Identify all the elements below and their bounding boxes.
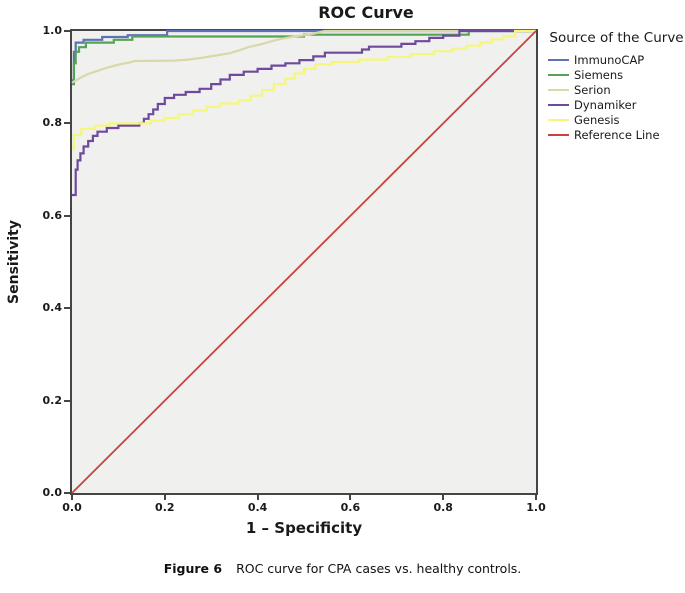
y-tick-label: 0.8 (42, 116, 63, 130)
figure-caption-text: ROC curve for CPA cases vs. healthy cont… (236, 561, 522, 576)
curve-dynamiker (72, 29, 536, 197)
legend-swatch-dynamiker (548, 103, 569, 107)
y-tick-label: 0.6 (42, 208, 63, 222)
roc-curves-canvas (71, 29, 537, 494)
curve-siemens (72, 29, 536, 86)
legend-swatch-immunocap (548, 58, 569, 62)
legend: Source of the Curve ImmunoCAP Siemens Seri… (548, 30, 685, 142)
x-tick-label: 0.8 (433, 501, 453, 514)
x-tick-label: 1.0 (526, 501, 546, 514)
curve-reference-line (71, 30, 537, 494)
y-tick-mark (64, 307, 70, 310)
y-axis-title: Sensitivity (6, 220, 22, 304)
x-tick-label: 0.2 (155, 501, 175, 514)
legend-item-dynamiker: Dynamiker (548, 98, 685, 112)
legend-swatch-reference-line (548, 133, 569, 137)
y-tick-label: 0.4 (42, 301, 63, 315)
x-tick-mark (442, 495, 445, 500)
legend-label-dynamiker: Dynamiker (574, 98, 637, 112)
x-tick-label: 0.4 (247, 501, 268, 514)
x-tick-mark (349, 495, 352, 500)
legend-item-reference-line: Reference Line (548, 128, 685, 142)
y-tick-mark (64, 214, 70, 217)
legend-label-genesis: Genesis (574, 113, 620, 127)
legend-item-siemens: Siemens (548, 68, 685, 82)
x-tick-mark (71, 495, 73, 500)
legend-label-serion: Serion (574, 83, 611, 97)
y-tick-label: 0.0 (42, 486, 63, 499)
legend-item-immunocap: ImmunoCAP (548, 53, 685, 67)
legend-swatch-serion (548, 88, 569, 92)
plot-area (70, 29, 538, 495)
x-tick-mark (163, 495, 166, 500)
legend-items: ImmunoCAP Siemens Serion Dynamiker Genesis Re… (548, 53, 685, 142)
legend-item-serion: Serion (548, 83, 685, 97)
legend-label-siemens: Siemens (574, 68, 624, 82)
legend-label-immunocap: ImmunoCAP (574, 53, 645, 67)
figure-caption: Figure 6 ROC curve for CPA cases vs. hea… (0, 561, 685, 576)
x-tick-mark (256, 495, 259, 500)
legend-swatch-genesis (548, 118, 569, 122)
x-tick-label: 0.0 (62, 501, 82, 514)
curve-serion (71, 29, 536, 84)
figure-caption-label: Figure 6 (163, 561, 223, 576)
y-tick-mark (64, 122, 70, 125)
chart-title: ROC Curve (318, 3, 414, 22)
x-axis-title: 1 – Specificity (245, 519, 363, 537)
legend-item-genesis: Genesis (548, 113, 685, 127)
x-tick-mark (535, 495, 537, 500)
y-tick-mark (64, 492, 70, 494)
y-tick-mark (64, 399, 70, 402)
curve-immunocap (72, 29, 536, 82)
y-tick-label: 1.0 (42, 24, 63, 37)
y-tick-mark (64, 30, 70, 32)
x-tick-label: 0.6 (340, 501, 361, 514)
curve-genesis (72, 29, 536, 150)
legend-title: Source of the Curve (549, 30, 684, 46)
y-tick-label: 0.2 (42, 393, 63, 407)
legend-label-reference-line: Reference Line (574, 128, 660, 142)
legend-swatch-siemens (548, 73, 569, 77)
